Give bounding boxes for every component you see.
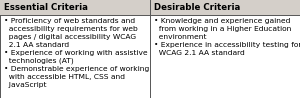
Bar: [0, 0, 150, 15]
Text: • Knowledge and experience gained
  from working in a Higher Education
  environ: • Knowledge and experience gained from w…: [154, 18, 300, 56]
Text: • Proficiency of web standards and
  accessibility requirements for web
  pages : • Proficiency of web standards and acces…: [4, 18, 149, 88]
Text: Essential Criteria: Essential Criteria: [4, 3, 88, 12]
Bar: [150, 0, 300, 15]
Text: Desirable Criteria: Desirable Criteria: [154, 3, 240, 12]
